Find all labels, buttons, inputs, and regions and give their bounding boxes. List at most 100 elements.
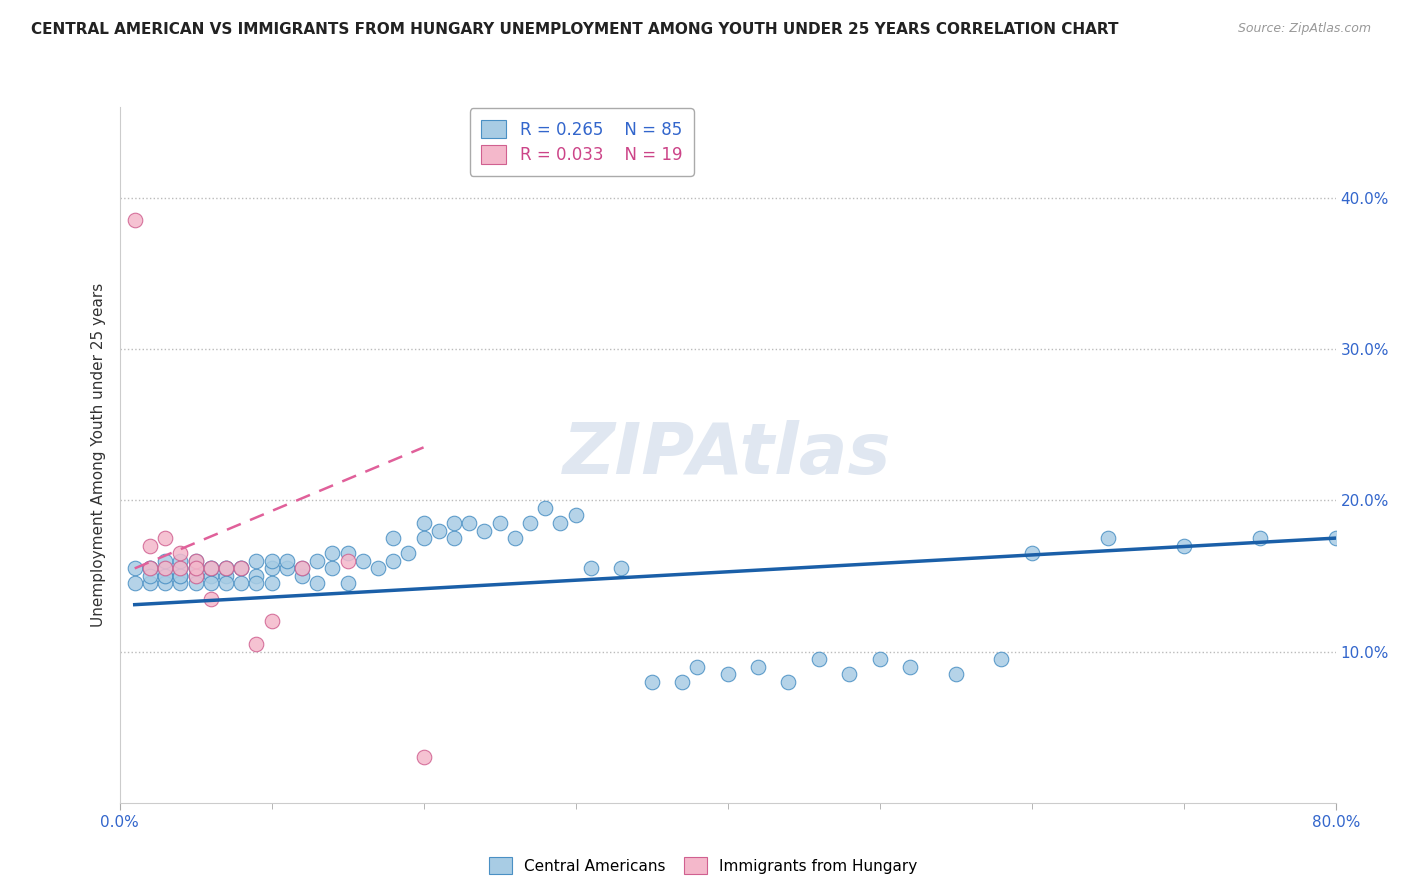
Point [245, 637, 267, 651]
Point [869, 652, 891, 666]
Point [169, 561, 191, 575]
Point [153, 576, 176, 591]
Point [184, 576, 207, 591]
Point [184, 569, 207, 583]
Point [1097, 531, 1119, 545]
Point [990, 652, 1012, 666]
Point [945, 667, 967, 681]
Point [260, 576, 283, 591]
Point [139, 561, 162, 575]
Point [231, 561, 253, 575]
Point [153, 569, 176, 583]
Point [367, 561, 389, 575]
Point [184, 554, 207, 568]
Point [458, 516, 481, 530]
Point [610, 561, 633, 575]
Point [260, 554, 283, 568]
Point [184, 561, 207, 575]
Point [396, 546, 419, 560]
Point [153, 554, 176, 568]
Point [427, 524, 450, 538]
Point [153, 531, 176, 545]
Point [321, 561, 343, 575]
Point [153, 561, 176, 575]
Point [260, 615, 283, 629]
Point [139, 569, 162, 583]
Point [276, 561, 298, 575]
Point [321, 546, 343, 560]
Point [1021, 546, 1043, 560]
Point [169, 576, 191, 591]
Point [139, 561, 162, 575]
Point [139, 561, 162, 575]
Point [336, 554, 359, 568]
Text: CENTRAL AMERICAN VS IMMIGRANTS FROM HUNGARY UNEMPLOYMENT AMONG YOUTH UNDER 25 YE: CENTRAL AMERICAN VS IMMIGRANTS FROM HUNG… [31, 22, 1118, 37]
Point [260, 561, 283, 575]
Point [1173, 539, 1195, 553]
Point [200, 569, 222, 583]
Point [231, 576, 253, 591]
Legend: R = 0.265    N = 85, R = 0.033    N = 19: R = 0.265 N = 85, R = 0.033 N = 19 [470, 109, 693, 176]
Point [139, 576, 162, 591]
Point [200, 591, 222, 606]
Text: Source: ZipAtlas.com: Source: ZipAtlas.com [1237, 22, 1371, 36]
Point [200, 561, 222, 575]
Point [382, 531, 405, 545]
Point [382, 554, 405, 568]
Point [640, 674, 662, 689]
Point [231, 561, 253, 575]
Point [550, 516, 572, 530]
Point [245, 554, 267, 568]
Point [184, 569, 207, 583]
Point [124, 213, 146, 227]
Point [564, 508, 586, 523]
Point [503, 531, 526, 545]
Point [215, 561, 238, 575]
Point [169, 569, 191, 583]
Text: ZIPAtlas: ZIPAtlas [564, 420, 891, 490]
Point [215, 569, 238, 583]
Point [184, 554, 207, 568]
Point [276, 554, 298, 568]
Point [747, 659, 769, 673]
Point [245, 569, 267, 583]
Point [215, 561, 238, 575]
Point [153, 569, 176, 583]
Point [169, 546, 191, 560]
Point [291, 561, 314, 575]
Point [153, 561, 176, 575]
Point [291, 561, 314, 575]
Point [291, 569, 314, 583]
Point [807, 652, 830, 666]
Point [169, 569, 191, 583]
Point [245, 576, 267, 591]
Point [169, 554, 191, 568]
Point [336, 576, 359, 591]
Point [519, 516, 541, 530]
Point [1249, 531, 1271, 545]
Point [534, 500, 557, 515]
Point [352, 554, 374, 568]
Point [412, 750, 434, 764]
Point [336, 546, 359, 560]
Point [215, 561, 238, 575]
Point [215, 576, 238, 591]
Legend: Central Americans, Immigrants from Hungary: Central Americans, Immigrants from Hunga… [482, 851, 924, 880]
Point [200, 576, 222, 591]
Point [488, 516, 510, 530]
Point [443, 531, 465, 545]
Point [838, 667, 860, 681]
Point [139, 539, 162, 553]
Point [686, 659, 709, 673]
Point [443, 516, 465, 530]
Point [898, 659, 921, 673]
Point [717, 667, 740, 681]
Point [671, 674, 693, 689]
Point [200, 561, 222, 575]
Point [1324, 531, 1347, 545]
Point [307, 554, 329, 568]
Point [124, 576, 146, 591]
Point [231, 561, 253, 575]
Point [184, 561, 207, 575]
Point [412, 531, 434, 545]
